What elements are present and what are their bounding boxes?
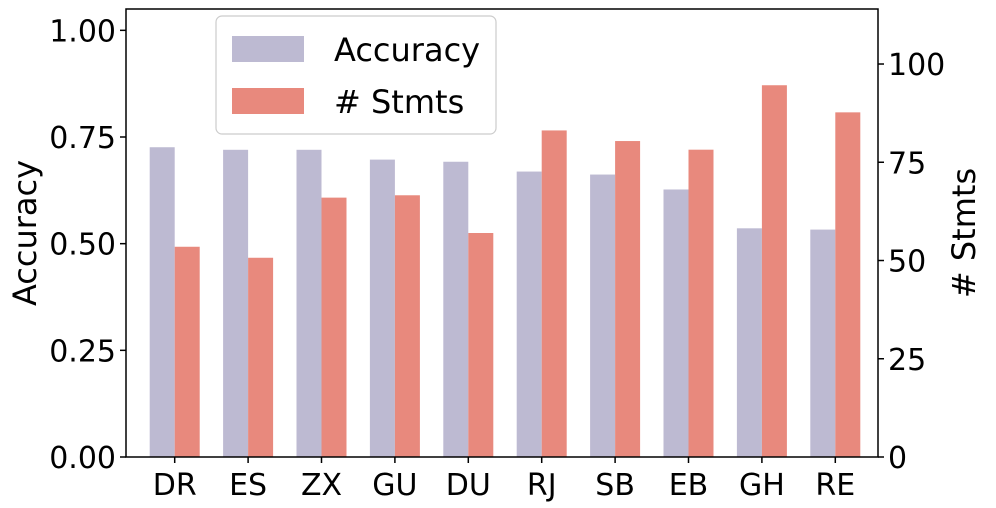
right-tick-label: 100 <box>888 48 945 83</box>
bar-stmts-re <box>835 112 861 458</box>
bar-accuracy-dr <box>149 147 175 458</box>
x-tick-label-gu: GU <box>372 468 417 503</box>
left-axis: 0.00 0.25 0.50 0.75 1.00 <box>49 14 126 476</box>
bar-stmts-rj <box>541 130 567 457</box>
x-axis: DR ES ZX GU DU RJ SB EB GH RE <box>153 457 855 503</box>
bar-stmts-eb <box>688 149 714 457</box>
bar-accuracy-zx <box>296 149 322 458</box>
right-tick-label: 50 <box>888 245 926 280</box>
left-tick-label: 0.25 <box>49 334 116 369</box>
bar-accuracy-rj <box>516 171 542 457</box>
left-tick-label: 1.00 <box>49 14 116 49</box>
plot-frame <box>125 8 879 458</box>
bar-stmts-gh <box>761 85 787 458</box>
x-tick-label-eb: EB <box>669 468 709 503</box>
bar-accuracy-re <box>810 229 836 457</box>
x-tick-label-du: DU <box>446 468 491 503</box>
bar-accuracy-es <box>223 149 249 458</box>
bar-stmts-zx <box>321 197 347 457</box>
bar-stmts-du <box>468 233 494 457</box>
bar-accuracy-gh <box>736 228 762 457</box>
y-axis-title-left: Accuracy <box>6 160 44 306</box>
bar-stmts-gu <box>394 195 420 457</box>
left-tick-label: 0.50 <box>49 228 116 263</box>
x-tick-label-sb: SB <box>595 468 635 503</box>
right-axis: 0 25 50 75 100 <box>878 48 945 476</box>
right-tick-label: 25 <box>888 343 926 378</box>
bar-stmts-sb <box>615 141 641 457</box>
bar-accuracy-du <box>443 161 469 457</box>
bar-accuracy-sb <box>590 174 616 457</box>
bar-stmts-es <box>248 257 274 457</box>
left-tick-label: 0.75 <box>49 121 116 156</box>
bars-group <box>149 85 861 458</box>
x-tick-label-rj: RJ <box>527 468 557 503</box>
bar-accuracy-gu <box>369 159 395 457</box>
y-axis-title-right: # Stmts <box>945 168 983 298</box>
right-tick-label: 75 <box>888 146 926 181</box>
left-tick-label: 0.00 <box>49 441 116 476</box>
x-tick-label-gh: GH <box>739 468 785 503</box>
legend-label-accuracy: Accuracy <box>334 31 480 69</box>
bar-accuracy-eb <box>663 189 689 458</box>
bar-stmts-dr <box>174 246 200 457</box>
legend-swatch-accuracy <box>232 36 304 62</box>
legend-swatch-stmts <box>232 88 304 114</box>
x-tick-label-zx: ZX <box>301 468 342 503</box>
right-tick-label: 0 <box>888 441 907 476</box>
legend-label-stmts: # Stmts <box>334 83 464 121</box>
x-tick-label-es: ES <box>229 468 267 503</box>
x-tick-label-re: RE <box>815 468 855 503</box>
x-tick-label-dr: DR <box>153 468 197 503</box>
legend: Accuracy # Stmts <box>215 15 497 135</box>
